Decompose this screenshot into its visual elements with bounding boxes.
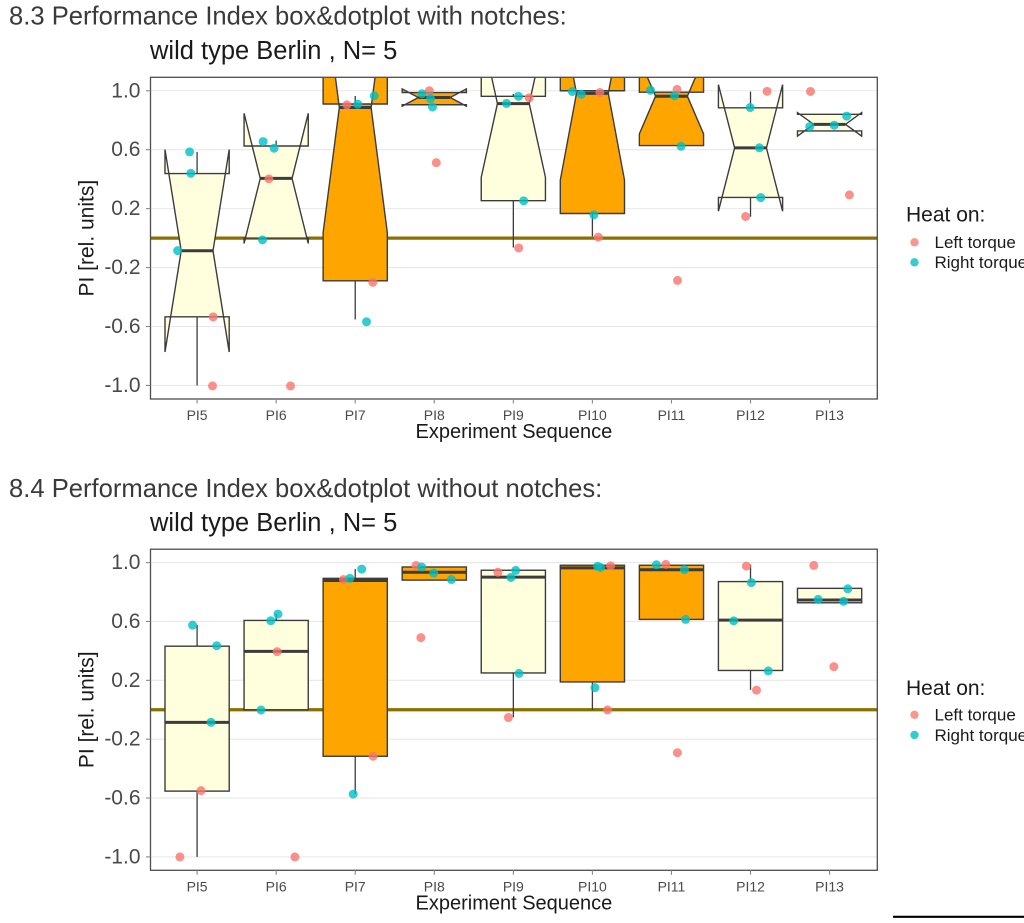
svg-text:0.2: 0.2 [111, 197, 140, 220]
svg-text:-1.0: -1.0 [104, 845, 140, 868]
svg-text:PI7: PI7 [345, 407, 366, 423]
svg-text:-1.0: -1.0 [104, 374, 140, 397]
svg-text:-0.6: -0.6 [104, 315, 140, 338]
svg-text:PI12: PI12 [736, 878, 765, 894]
svg-text:0.6: 0.6 [111, 138, 140, 161]
svg-text:Right torque: Right torque [935, 253, 1024, 272]
svg-text:PI13: PI13 [815, 878, 844, 894]
svg-text:Heat on:: Heat on: [906, 204, 985, 227]
svg-text:Experiment Sequence: Experiment Sequence [416, 421, 613, 443]
svg-text:1.0: 1.0 [111, 551, 140, 574]
svg-text:0.6: 0.6 [111, 610, 140, 633]
svg-text:8.4 Performance Index box&dotp: 8.4 Performance Index box&dotplot withou… [9, 475, 602, 503]
svg-text:PI6: PI6 [266, 407, 287, 423]
svg-text:PI13: PI13 [815, 407, 844, 423]
svg-text:-0.2: -0.2 [104, 256, 140, 279]
svg-text:PI11: PI11 [658, 407, 686, 423]
svg-text:PI12: PI12 [736, 407, 765, 423]
svg-text:PI5: PI5 [187, 407, 208, 423]
svg-text:-0.6: -0.6 [104, 787, 140, 810]
svg-text:8.3 Performance Index box&dotp: 8.3 Performance Index box&dotplot with n… [9, 3, 567, 31]
svg-text:PI6: PI6 [266, 878, 287, 894]
svg-text:wild type Berlin , N= 5: wild type Berlin , N= 5 [149, 37, 397, 65]
svg-text:PI [rel. units]: PI [rel. units] [76, 651, 99, 768]
svg-text:Left torque: Left torque [935, 706, 1016, 725]
svg-text:PI11: PI11 [658, 878, 686, 894]
svg-text:Left torque: Left torque [935, 233, 1016, 252]
svg-text:PI [rel. units]: PI [rel. units] [76, 180, 99, 297]
svg-text:PI5: PI5 [187, 878, 208, 894]
svg-text:PI7: PI7 [345, 878, 366, 894]
svg-text:-0.2: -0.2 [104, 728, 140, 751]
svg-text:0.2: 0.2 [111, 669, 140, 692]
svg-text:wild type Berlin , N= 5: wild type Berlin , N= 5 [149, 509, 397, 537]
svg-text:1.0: 1.0 [111, 79, 140, 102]
svg-text:Heat on:: Heat on: [906, 677, 985, 700]
svg-text:Right torque: Right torque [935, 726, 1024, 745]
svg-text:Experiment Sequence: Experiment Sequence [416, 892, 613, 914]
